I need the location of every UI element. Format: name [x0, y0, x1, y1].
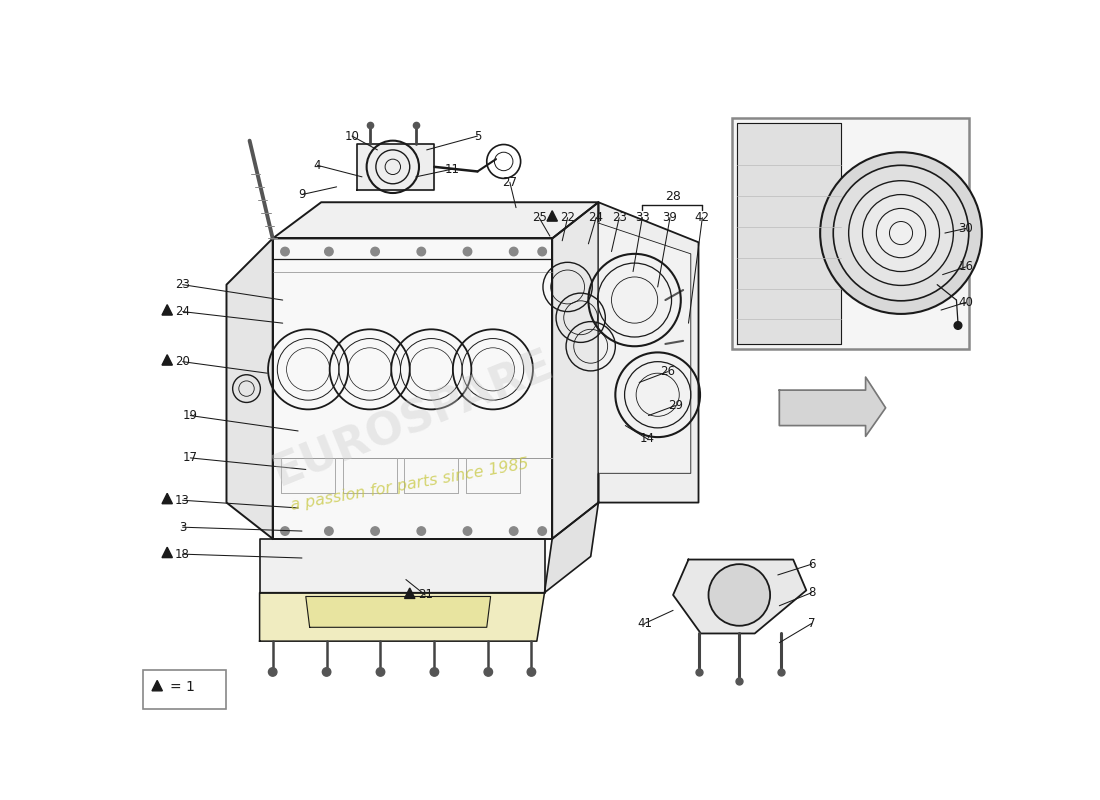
Circle shape: [890, 222, 913, 245]
Circle shape: [280, 527, 289, 535]
Text: 39: 39: [662, 211, 678, 224]
Text: 28: 28: [666, 190, 681, 202]
Polygon shape: [152, 681, 163, 691]
Polygon shape: [405, 588, 415, 598]
FancyBboxPatch shape: [143, 670, 227, 709]
Text: 10: 10: [344, 130, 360, 142]
Text: 6: 6: [807, 558, 815, 570]
Polygon shape: [598, 223, 691, 474]
Circle shape: [417, 527, 426, 535]
Circle shape: [538, 527, 547, 535]
Text: 13: 13: [175, 494, 190, 506]
Text: 11: 11: [444, 162, 460, 176]
Circle shape: [509, 247, 518, 256]
Text: a passion for parts since 1985: a passion for parts since 1985: [289, 457, 530, 514]
Text: 23: 23: [612, 211, 627, 224]
Circle shape: [371, 527, 380, 535]
Polygon shape: [358, 144, 434, 190]
Text: 42: 42: [695, 211, 710, 224]
Text: 27: 27: [503, 176, 517, 189]
Circle shape: [268, 668, 277, 676]
Text: 9: 9: [298, 188, 306, 201]
Text: 8: 8: [808, 586, 815, 599]
Text: 17: 17: [183, 451, 198, 464]
Polygon shape: [552, 202, 598, 538]
Circle shape: [417, 247, 426, 256]
Text: 19: 19: [183, 409, 198, 422]
Text: 4: 4: [314, 159, 321, 172]
Circle shape: [717, 574, 761, 617]
Polygon shape: [673, 559, 806, 634]
Text: 7: 7: [807, 617, 815, 630]
Circle shape: [821, 152, 982, 314]
Text: 14: 14: [639, 432, 654, 445]
Circle shape: [849, 181, 954, 286]
Polygon shape: [227, 238, 273, 538]
Circle shape: [280, 247, 289, 256]
Circle shape: [877, 209, 926, 258]
Text: 33: 33: [635, 211, 650, 224]
Circle shape: [324, 247, 333, 256]
Circle shape: [484, 668, 493, 676]
Polygon shape: [544, 502, 598, 593]
Polygon shape: [306, 597, 491, 627]
Text: 24: 24: [175, 305, 190, 318]
Circle shape: [376, 668, 385, 676]
Text: 25: 25: [531, 211, 547, 224]
Polygon shape: [598, 202, 698, 502]
Circle shape: [834, 166, 969, 301]
Circle shape: [862, 194, 939, 271]
Circle shape: [463, 527, 472, 535]
Polygon shape: [260, 593, 544, 641]
Text: 18: 18: [175, 548, 190, 561]
Polygon shape: [162, 305, 173, 315]
Circle shape: [708, 564, 770, 626]
Text: 3: 3: [179, 521, 186, 534]
Circle shape: [527, 668, 536, 676]
Text: EUROSPARE: EUROSPARE: [267, 343, 560, 495]
Text: 21: 21: [418, 589, 432, 602]
Polygon shape: [779, 377, 886, 436]
Text: 20: 20: [175, 355, 190, 368]
Polygon shape: [260, 538, 544, 593]
Polygon shape: [273, 202, 598, 238]
Text: 29: 29: [668, 399, 683, 412]
Text: 40: 40: [958, 296, 974, 309]
Circle shape: [538, 247, 547, 256]
Text: 23: 23: [175, 278, 190, 291]
Polygon shape: [273, 238, 552, 538]
Text: 41: 41: [637, 617, 652, 630]
Polygon shape: [162, 354, 173, 365]
Polygon shape: [162, 494, 173, 504]
Circle shape: [509, 527, 518, 535]
Text: 5: 5: [474, 130, 481, 142]
Circle shape: [463, 247, 472, 256]
Polygon shape: [162, 547, 173, 558]
Circle shape: [430, 668, 439, 676]
Circle shape: [954, 322, 961, 330]
Circle shape: [322, 668, 331, 676]
Polygon shape: [737, 123, 840, 344]
FancyBboxPatch shape: [732, 118, 969, 349]
Text: 24: 24: [588, 211, 604, 224]
Polygon shape: [547, 210, 558, 221]
Text: 22: 22: [560, 211, 575, 224]
Text: 26: 26: [660, 365, 675, 378]
Circle shape: [324, 527, 333, 535]
Text: = 1: = 1: [169, 680, 195, 694]
Circle shape: [728, 584, 750, 606]
Text: 16: 16: [958, 261, 974, 274]
Text: 30: 30: [958, 222, 974, 235]
Circle shape: [371, 247, 380, 256]
